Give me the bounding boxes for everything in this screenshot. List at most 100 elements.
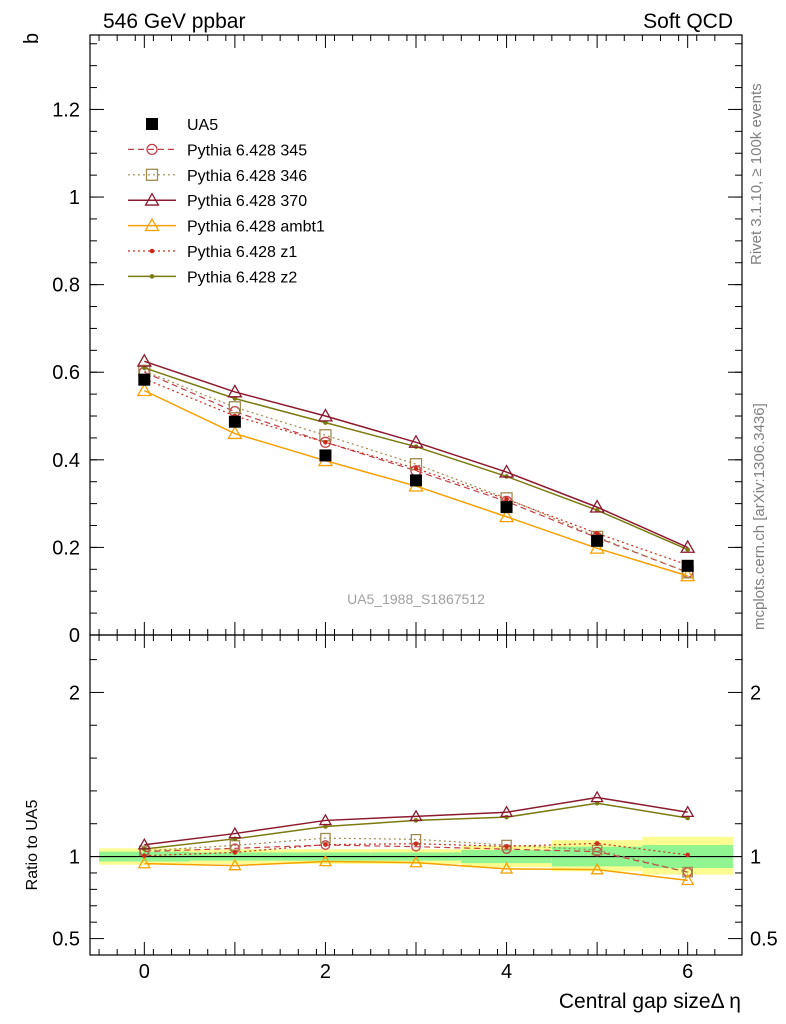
y-tick-label: 0 [69, 625, 80, 647]
x-axis-label: Central gap sizeΔ η [559, 990, 741, 1013]
y-tick-label: 1 [69, 187, 80, 209]
bottom-panel-frame [89, 634, 743, 956]
y-tick-label: 0.2 [52, 537, 80, 559]
bottom-panel-y-tick-labels: 2 2 1 1 0.5 0.5 [52, 682, 778, 950]
ratio-data-point [685, 852, 690, 858]
top-y-label: b [21, 33, 43, 44]
ratio-data-point [504, 814, 509, 820]
ratio-data-point [142, 853, 147, 859]
data-point [410, 474, 422, 487]
legend-label: Pythia 6.428 346 [187, 168, 307, 185]
data-point [498, 508, 515, 523]
data-point [227, 425, 243, 440]
ratio-y-tick-label-left: 0.5 [52, 929, 80, 951]
bottom-panel-ticks [90, 635, 742, 955]
ratio-data-point [590, 862, 604, 875]
ratio-data-point [409, 809, 423, 822]
analysis-id: UA5_1988_S1867512 [347, 591, 485, 607]
ratio-data-point [590, 790, 604, 803]
ratio-data-point [501, 839, 512, 851]
legend-marker [145, 168, 159, 181]
data-point [319, 449, 332, 462]
legend-label: Pythia 6.428 345 [187, 142, 307, 159]
ratio-data-point [318, 813, 333, 826]
series-line [144, 371, 688, 573]
x-tick-label: 2 [320, 961, 331, 983]
bottom-panel-series [137, 790, 695, 886]
data-point [591, 534, 604, 547]
legend-marker [144, 192, 160, 206]
y-tick-label: 0.4 [52, 450, 80, 472]
ratio-y-tick-label-left: 2 [69, 682, 80, 704]
ratio-series-line [144, 844, 688, 873]
data-point [594, 531, 600, 536]
legend-marker [149, 248, 155, 254]
ratio-series-line [144, 796, 688, 846]
ratio-data-point [323, 842, 328, 847]
y-tick-label: 1.2 [52, 99, 80, 121]
rivet-label: Rivet 3.1.10, ≥ 100k events [748, 83, 765, 265]
ratio-y-tick-label-right: 0.5 [750, 929, 778, 951]
data-point [589, 499, 605, 513]
ratio-data-point [137, 856, 151, 869]
legend-label: Pythia 6.428 370 [187, 193, 307, 210]
legend-label: Pythia 6.428 ambt1 [187, 219, 325, 236]
series-line [144, 370, 688, 573]
data-point [504, 496, 509, 502]
ratio-data-point [499, 805, 514, 818]
legend-label: Pythia 6.428 z2 [187, 269, 297, 286]
data-point [323, 439, 328, 445]
data-point [136, 382, 152, 397]
ratio-series-line [144, 860, 688, 882]
data-point [228, 401, 242, 414]
ratio-data-point [504, 844, 509, 849]
ratio-y-tick-label-right: 2 [750, 682, 761, 704]
ratio-data-point [228, 858, 242, 871]
top-panel-y-tick-labels: 0 0.2 0.4 0.6 0.8 1 1.2 [52, 99, 80, 647]
ratio-data-point [409, 855, 423, 868]
ratio-data-point [228, 826, 242, 839]
data-point [413, 466, 419, 471]
data-point [680, 568, 696, 582]
header-right: Soft QCD [643, 10, 733, 33]
ratio-data-point [232, 850, 238, 855]
data-point [589, 540, 605, 554]
ratio-data-point [137, 837, 151, 850]
legend-label: Pythia 6.428 z1 [187, 244, 297, 261]
ratio-y-tick-label-left: 1 [69, 847, 80, 869]
series-line [144, 378, 688, 566]
mcplots-label: mcplots.cern.ch [arXiv:1306.3436] [751, 403, 768, 630]
ratio-data-point [318, 854, 333, 867]
ratio-data-point [499, 862, 514, 874]
legend-marker [149, 274, 155, 279]
data-point [136, 353, 152, 367]
data-point [685, 547, 690, 552]
data-point [227, 384, 243, 398]
legend-marker [144, 217, 160, 232]
y-tick-label: 0.6 [52, 362, 80, 384]
ratio-data-point [682, 866, 693, 878]
ratio-data-point [681, 805, 695, 818]
data-point [498, 464, 515, 478]
bottom-y-label: Ratio to UA5 [24, 800, 41, 891]
ratio-data-point [594, 841, 600, 846]
ratio-data-point [413, 841, 419, 847]
legend-marker [146, 143, 158, 156]
data-point [319, 436, 332, 448]
ratio-data-point [323, 824, 328, 829]
legend-label: UA5 [187, 117, 218, 134]
x-tick-labels: 0 2 4 6 [139, 961, 693, 983]
ratio-y-tick-label-right: 1 [750, 847, 761, 869]
data-point [408, 434, 424, 448]
x-tick-label: 4 [501, 961, 512, 983]
header-left: 546 GeV ppbar [103, 10, 245, 33]
data-point [680, 539, 696, 553]
series-line [144, 360, 688, 549]
legend-marker [146, 118, 158, 130]
top-panel-ticks [90, 35, 742, 636]
data-point [138, 373, 151, 386]
data-point [317, 408, 334, 422]
x-tick-label: 6 [682, 961, 693, 983]
y-tick-label: 0.8 [52, 275, 80, 297]
